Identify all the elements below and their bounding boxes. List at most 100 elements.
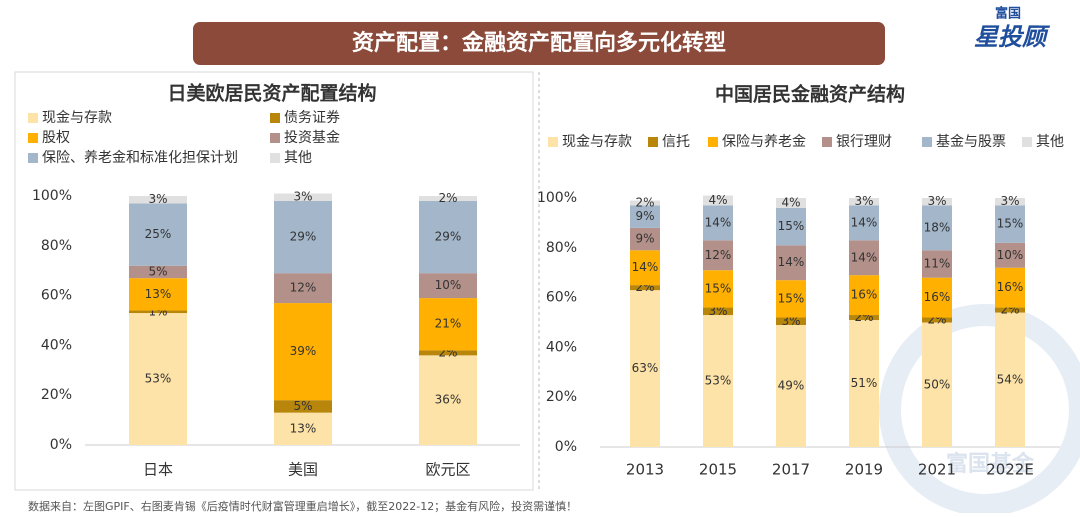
value-label: 51% — [851, 376, 878, 390]
legend-swatch — [28, 153, 38, 163]
bar-segment — [129, 313, 187, 445]
value-label: 14% — [851, 250, 878, 264]
value-label: 15% — [997, 217, 1024, 231]
chart-title: 日美欧居民资产配置结构 — [167, 82, 376, 105]
value-label: 2% — [438, 191, 457, 205]
bar-segment — [419, 273, 477, 299]
source-note: 数据来自：左图GPIF、右图麦肯锡《后疫情时代财富管理重启增长》，截至2022-… — [28, 499, 577, 513]
value-label: 10% — [997, 248, 1024, 262]
bar-segment — [849, 198, 879, 206]
y-tick-label: 100% — [32, 188, 72, 204]
bar-segment — [922, 277, 952, 318]
bar-segment — [630, 290, 660, 447]
y-tick-label: 60% — [546, 290, 577, 306]
value-label: 53% — [705, 374, 732, 388]
bar-segment — [776, 198, 806, 208]
watermark-ring — [879, 304, 1080, 516]
legend-label: 其他 — [1036, 134, 1064, 150]
value-label: 18% — [924, 220, 951, 234]
value-label: 25% — [145, 227, 172, 241]
bar-segment — [274, 193, 332, 201]
value-label: 3% — [148, 192, 167, 206]
bar-segment — [630, 227, 660, 251]
bar-segment — [849, 320, 879, 447]
value-label: 16% — [924, 290, 951, 304]
bar-segment — [995, 267, 1025, 308]
x-tick-label: 美国 — [288, 461, 318, 479]
bar-segment — [995, 242, 1025, 268]
y-tick-label: 40% — [546, 339, 577, 355]
x-tick-label: 2015 — [699, 461, 737, 479]
watermark: 富国基金 — [946, 451, 1035, 477]
legend-swatch — [270, 153, 280, 163]
bar-segment — [849, 275, 879, 316]
value-label: 4% — [708, 193, 727, 207]
legend-swatch — [708, 137, 718, 147]
value-label: 21% — [435, 317, 462, 331]
bar-segment — [703, 195, 733, 206]
page-title: 资产配置：金融资产配置向多元化转型 — [352, 30, 726, 56]
legend-swatch — [922, 137, 932, 147]
bar-segment — [995, 198, 1025, 206]
legend-label: 保险、养老金和标准化担保计划 — [42, 150, 238, 166]
bar-segment — [849, 205, 879, 241]
bar-segment — [129, 310, 187, 314]
bar-segment — [922, 317, 952, 323]
value-label: 5% — [293, 399, 312, 413]
bar-segment — [776, 324, 806, 447]
value-label: 29% — [435, 230, 462, 244]
value-label: 14% — [705, 215, 732, 229]
chart-title: 中国居民金融资产结构 — [715, 83, 905, 106]
bar-segment — [995, 312, 1025, 447]
value-label: 14% — [851, 215, 878, 229]
value-label: 63% — [632, 361, 659, 375]
value-label: 13% — [145, 287, 172, 301]
bar-segment — [995, 307, 1025, 313]
y-tick-label: 100% — [537, 190, 577, 206]
value-label: 14% — [778, 255, 805, 269]
value-label: 12% — [705, 248, 732, 262]
value-label: 29% — [290, 230, 317, 244]
value-label: 54% — [997, 372, 1024, 386]
value-label: 13% — [290, 421, 317, 435]
value-label: 10% — [435, 278, 462, 292]
bar-segment — [419, 298, 477, 351]
legend-swatch — [1022, 137, 1032, 147]
bar-segment — [922, 205, 952, 251]
bar-segment — [419, 355, 477, 445]
bar-segment — [776, 245, 806, 281]
bar-segment — [630, 200, 660, 206]
x-tick-label: 2013 — [626, 461, 664, 479]
bar-segment — [995, 205, 1025, 243]
y-tick-label: 80% — [546, 240, 577, 256]
legend-swatch — [28, 113, 38, 123]
bar-segment — [703, 307, 733, 316]
bar-segment — [922, 322, 952, 447]
bar-segment — [630, 285, 660, 291]
y-tick-label: 40% — [41, 337, 72, 353]
bar-segment — [776, 207, 806, 246]
value-label: 36% — [435, 393, 462, 407]
bar-segment — [922, 198, 952, 206]
bar-segment — [129, 203, 187, 266]
bar-segment — [849, 315, 879, 321]
bar-segment — [703, 205, 733, 241]
value-label: 11% — [924, 256, 951, 270]
bar-segment — [630, 205, 660, 228]
value-label: 16% — [997, 280, 1024, 294]
value-label: 14% — [632, 260, 659, 274]
value-label: 3% — [927, 194, 946, 208]
bar-segment — [274, 200, 332, 274]
x-tick-label: 日本 — [143, 461, 173, 479]
y-tick-label: 20% — [546, 389, 577, 405]
bar-segment — [922, 250, 952, 278]
y-tick-label: 60% — [41, 288, 72, 304]
legend-label: 保险与养老金 — [722, 134, 806, 150]
value-label: 9% — [635, 232, 654, 246]
bar-segment — [419, 350, 477, 356]
legend-swatch — [648, 137, 658, 147]
legend-swatch — [822, 137, 832, 147]
value-label: 15% — [705, 281, 732, 295]
y-tick-label: 20% — [41, 387, 72, 403]
bar-segment — [274, 400, 332, 413]
